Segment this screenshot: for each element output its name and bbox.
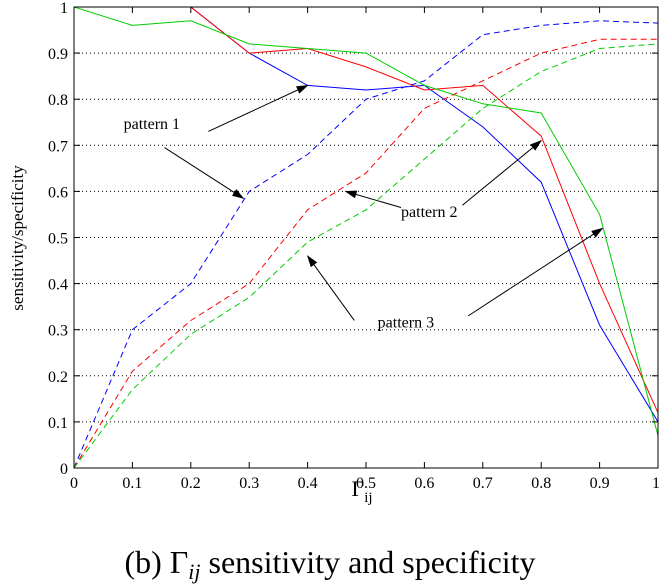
y-tick-label: 0.2 [48,369,68,386]
caption: (b) Γij sensitivity and specificity [124,544,535,584]
annotation-label-2: pattern 2 [401,204,457,221]
annotation-label-3: pattern 3 [378,314,434,331]
y-axis-label: sensitivity/specificity [8,165,27,311]
caption-gamma: Γ [170,544,189,580]
x-tick-label: 0.8 [531,475,551,492]
x-tick-label: 0.9 [590,475,610,492]
y-tick-label: 0.1 [48,415,68,432]
y-tick-label: 1 [60,0,68,17]
series-layer [74,7,658,468]
series-line-6 [74,43,658,468]
series-line-1 [74,7,658,423]
y-tick-label: 0.5 [48,231,68,248]
x-tick-label: 0.5 [356,475,376,492]
x-tick-label: 0.2 [181,475,201,492]
x-axis-label: Γij [351,476,372,506]
x-axis-label-main: Γ [351,476,364,501]
annotation-arrow [344,190,402,209]
caption-sub: ij [188,559,200,584]
y-tick-label: 0.4 [48,277,68,294]
y-tick-label: 0.3 [48,323,68,340]
annotation-arrow [467,227,604,317]
y-tick-label: 0.7 [48,138,68,155]
annotation-arrow [307,255,355,321]
series-line-2 [74,7,658,413]
annotations: pattern 1 pattern 2 pattern 3 [124,84,604,331]
x-tick-label: 0.1 [122,475,142,492]
annotation-arrow [462,140,542,206]
x-tick-label: 0.6 [414,475,434,492]
y-tick-label: 0.9 [48,46,68,63]
series-line-3 [74,7,658,436]
annotation-arrow [164,147,245,199]
tick-marks [73,6,659,469]
x-tick-label: 0.4 [298,475,318,492]
series-line-5 [74,38,658,468]
x-tick-label: 0 [70,475,78,492]
annotation-label-1: pattern 1 [124,116,180,133]
x-tick-label: 0.3 [239,475,259,492]
x-tick-label: 1 [652,475,660,492]
annotation-arrow [208,84,309,132]
x-axis-label-sub: ij [364,490,372,506]
tick-labels: 0 0.1 0.2 0.3 0.4 0.5 0.6 0.7 0.8 0.9 1 0 0.1 0.2 0.3 0… [48,0,660,492]
y-tick-label: 0 [60,461,68,478]
series-line-4 [74,20,658,468]
y-tick-label: 0.6 [48,184,68,201]
y-tick-label: 0.8 [48,92,68,109]
x-tick-label: 0.7 [473,475,493,492]
caption-suffix: sensitivity and specificity [201,544,536,580]
caption-prefix: (b) [124,544,169,580]
